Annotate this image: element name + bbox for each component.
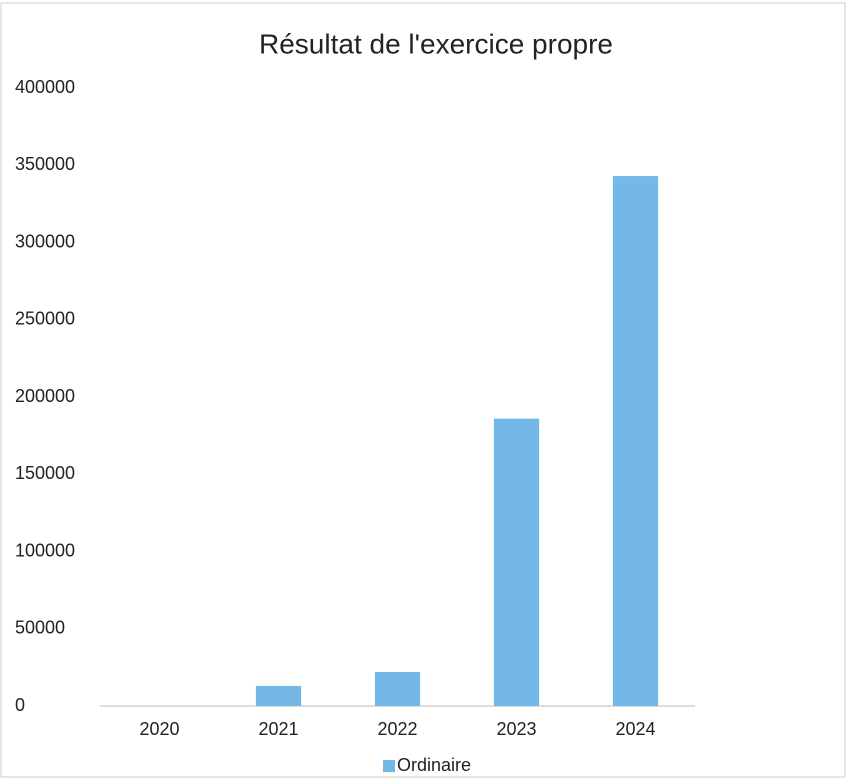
y-tick-label: 300000 [15,231,75,251]
bar [493,418,540,706]
y-tick-label: 100000 [15,540,75,560]
x-tick-label: 2023 [496,719,536,739]
y-tick-label: 400000 [15,77,75,97]
bar [612,176,659,706]
x-tick-label: 2022 [377,719,417,739]
x-tick-label: 2024 [615,719,655,739]
chart-title: Résultat de l'exercice propre [259,28,613,59]
y-tick-label: 150000 [15,463,75,483]
x-tick-label: 2021 [258,719,298,739]
x-tick-label: 2020 [139,719,179,739]
y-tick-label: 50000 [15,618,65,638]
y-tick-label: 250000 [15,309,75,329]
y-tick-label: 0 [15,695,25,715]
y-tick-label: 350000 [15,154,75,174]
y-tick-label: 200000 [15,386,75,406]
bar [374,672,421,706]
legend-swatch [383,760,395,772]
legend-label: Ordinaire [397,755,471,775]
bar [255,685,302,706]
